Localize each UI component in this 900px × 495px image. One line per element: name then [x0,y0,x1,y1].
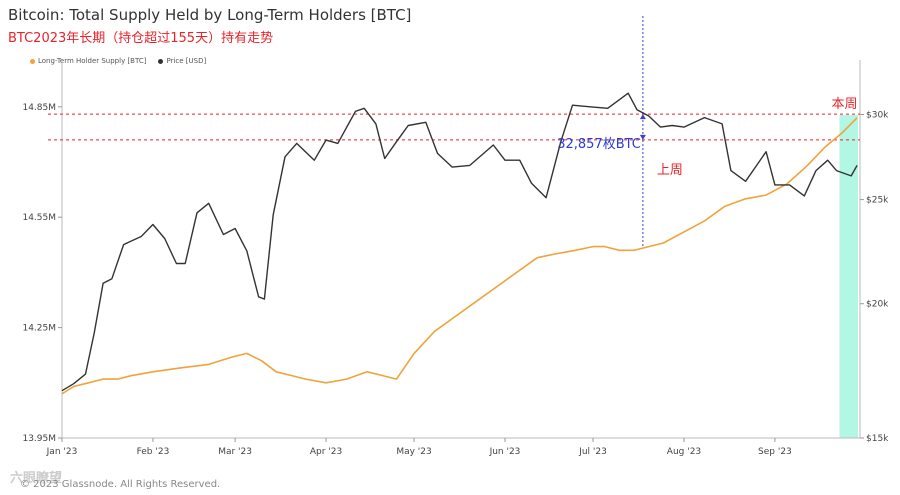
x-tick-label: Jun '23 [489,447,521,457]
x-tick-label: Sep '23 [758,447,792,457]
x-tick-label: Feb '23 [137,447,170,457]
legend-dot-lth-supply [30,58,35,64]
y-right-tick-label: $20k [866,300,889,310]
this-week-label: 本周 [831,97,857,112]
x-tick-label: Apr '23 [310,447,342,457]
chart-title: Bitcoin: Total Supply Held by Long-Term … [8,6,412,24]
y-right-tick-label: $15k [866,434,889,444]
legend-dot-price [158,58,164,64]
legend-item-lth-supply[interactable]: Long-Term Holder Supply [BTC] [30,57,146,65]
y-left-tick-label: 13.95M [22,434,56,444]
legend-item-price[interactable]: Price [USD] [158,57,206,65]
watermark-logo: 六眼瞭望 [10,471,63,486]
x-tick-label: Jul '23 [578,447,607,457]
y-left-tick-label: 14.85M [22,103,56,113]
x-tick-label: Mar '23 [218,447,252,457]
difference-arrow-up [639,114,646,120]
y-left-tick-label: 14.25M [22,324,56,334]
chart-subtitle: BTC2023年长期（持仓超过155天）持有走势 [8,31,274,46]
x-tick-label: Jan '23 [46,447,78,457]
this-week-highlight-band [839,115,858,438]
x-tick-label: Aug '23 [667,447,701,457]
copyright-text: © 2023 Glassnode. All Rights Reserved. [20,479,221,490]
x-tick-label: May '23 [396,447,431,457]
price-line [61,92,858,392]
legend-label-lth-supply: Long-Term Holder Supply [BTC] [38,57,147,65]
lth-supply-line [61,117,858,395]
difference-label: 32,857枚BTC [557,137,641,152]
y-right-tick-label: $25k [866,196,889,206]
y-left-tick-label: 14.55M [22,213,56,223]
last-week-label: 上周 [657,163,683,178]
difference-arrow-down [639,134,646,140]
legend-label-price: Price [USD] [166,57,207,65]
chart-legend: Long-Term Holder Supply [BTC] Price [USD… [30,57,206,65]
y-right-tick-label: $30k [866,110,889,120]
